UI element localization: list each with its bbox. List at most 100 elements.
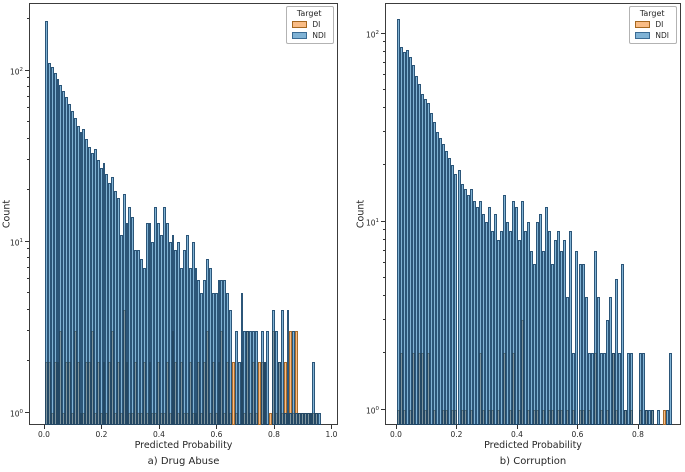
hist-bar-ndi bbox=[496, 240, 500, 425]
hist-bar-ndi bbox=[445, 150, 449, 425]
legend-label-di: DI bbox=[655, 20, 664, 29]
y-minor-tick-mark bbox=[382, 163, 385, 165]
hist-bar-ndi bbox=[460, 183, 464, 425]
y-minor-tick-mark bbox=[26, 18, 29, 20]
hist-bar-ndi bbox=[648, 410, 652, 425]
x-tick-label: 0.4 bbox=[511, 430, 523, 439]
hist-bar-ndi bbox=[289, 413, 293, 425]
hist-bar-ndi bbox=[620, 263, 624, 425]
hist-bar-ndi bbox=[645, 410, 649, 425]
hist-bar-ndi bbox=[484, 222, 488, 425]
hist-bar-ndi bbox=[53, 73, 57, 425]
x-tick-label: 0.6 bbox=[571, 430, 584, 439]
hist-bar-ndi bbox=[266, 331, 270, 425]
hist-bar-ndi bbox=[521, 200, 525, 425]
hist-bar-ndi bbox=[642, 353, 646, 425]
hist-bar-ndi bbox=[602, 353, 606, 425]
x-tick-mark bbox=[331, 425, 332, 429]
y-minor-tick-mark bbox=[26, 360, 29, 362]
hist-bar-ndi bbox=[229, 310, 232, 425]
plot-area-corruption bbox=[385, 3, 681, 425]
y-minor-tick-mark bbox=[26, 257, 29, 259]
y-minor-tick-mark bbox=[26, 248, 29, 250]
hist-bar-ndi bbox=[131, 217, 135, 425]
hist-bar-ndi bbox=[578, 263, 582, 425]
y-minor-tick-mark bbox=[26, 266, 29, 268]
hist-bar-ndi bbox=[197, 279, 201, 425]
hist-bar-ndi bbox=[536, 222, 540, 425]
plot-area-drug-abuse bbox=[29, 3, 338, 425]
y-minor-tick-mark bbox=[382, 61, 385, 63]
hist-bar-ndi bbox=[415, 75, 419, 425]
ndi-swatch-icon bbox=[635, 32, 651, 39]
hist-bar-ndi bbox=[105, 173, 109, 425]
hist-bar-ndi bbox=[499, 230, 503, 425]
y-axis-label: Count bbox=[1, 199, 13, 229]
hist-bar-ndi bbox=[160, 234, 163, 425]
hist-bar-ndi bbox=[581, 263, 585, 425]
hist-bar-ndi bbox=[154, 207, 158, 425]
hist-bar-ndi bbox=[454, 174, 458, 425]
hist-bar-ndi bbox=[626, 353, 630, 425]
hist-bar-ndi bbox=[174, 249, 178, 425]
hist-bar-ndi bbox=[45, 21, 48, 425]
hist-bar-ndi bbox=[303, 413, 307, 425]
hist-bar-ndi bbox=[514, 207, 518, 425]
hist-bar-ndi bbox=[240, 293, 244, 425]
hist-bar-ndi bbox=[406, 50, 410, 425]
hist-bar-ndi bbox=[249, 331, 252, 425]
hist-bar-ndi bbox=[145, 222, 149, 425]
y-tick-label: 101 bbox=[365, 217, 379, 227]
subplot-drug-abuse: Count Predicted Probability a) Drug Abus… bbox=[2, 3, 338, 467]
hist-bar-ndi bbox=[99, 168, 103, 425]
y-tick-label: 102 bbox=[9, 66, 23, 76]
y-minor-tick-mark bbox=[382, 277, 385, 279]
hist-bar-ndi bbox=[599, 353, 603, 425]
hist-bar-ndi bbox=[254, 331, 258, 425]
hist-bar-ndi bbox=[530, 251, 534, 425]
y-minor-tick-mark bbox=[26, 86, 29, 88]
hist-bar-ndi bbox=[68, 104, 71, 425]
hist-bar-ndi bbox=[409, 57, 413, 425]
legend-title: Target bbox=[639, 9, 665, 18]
hist-bar-ndi bbox=[397, 19, 401, 425]
hist-bar-ndi bbox=[114, 190, 117, 425]
hist-bar-ndi bbox=[65, 97, 68, 425]
hist-bar-ndi bbox=[575, 251, 579, 425]
hist-bar-ndi bbox=[73, 118, 77, 425]
hist-bar-ndi bbox=[587, 353, 591, 425]
hist-bar-ndi bbox=[466, 194, 470, 425]
y-minor-tick-mark bbox=[26, 189, 29, 191]
hist-bar-ndi bbox=[478, 200, 482, 425]
hist-bar-ndi bbox=[82, 128, 86, 425]
hist-bar-ndi bbox=[400, 47, 404, 425]
y-minor-tick-mark bbox=[382, 351, 385, 353]
hist-bar-ndi bbox=[111, 176, 114, 425]
y-tick-label: 102 bbox=[365, 29, 379, 39]
hist-bar-ndi bbox=[617, 353, 621, 425]
hist-bar-ndi bbox=[200, 293, 204, 425]
x-tick-mark bbox=[637, 425, 639, 429]
y-minor-tick-mark bbox=[26, 107, 29, 109]
legend-item-ndi: NDI bbox=[292, 31, 326, 40]
hist-bar-ndi bbox=[142, 268, 146, 425]
di-swatch-icon bbox=[292, 21, 308, 28]
y-tick-mark bbox=[25, 69, 29, 71]
hist-bar-di bbox=[295, 331, 298, 425]
hist-bar-ndi bbox=[554, 240, 558, 425]
hist-bar-ndi bbox=[614, 278, 618, 425]
legend-box: Target DI NDI bbox=[629, 6, 677, 44]
x-tick-label: 0.4 bbox=[153, 430, 165, 439]
y-tick-mark bbox=[25, 411, 29, 413]
hist-bar-ndi bbox=[125, 222, 129, 425]
hist-bar-ndi bbox=[223, 279, 227, 425]
hist-bar-ndi bbox=[211, 293, 215, 425]
y-minor-tick-mark bbox=[26, 77, 29, 79]
hist-bar-ndi bbox=[666, 410, 670, 425]
hist-bar-ndi bbox=[134, 249, 137, 425]
hist-bar-ndi bbox=[309, 413, 313, 425]
x-tick-mark bbox=[216, 425, 217, 429]
hist-bar-ndi bbox=[185, 234, 189, 425]
hist-bar-ndi bbox=[191, 242, 195, 425]
